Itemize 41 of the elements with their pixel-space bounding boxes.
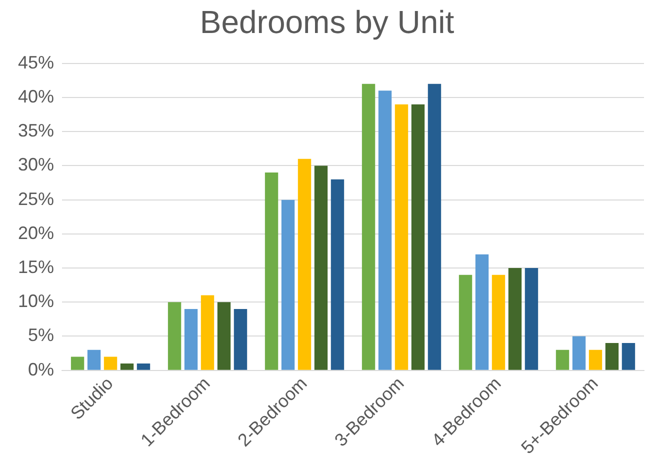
y-tick-label: 0%: [28, 359, 54, 380]
y-tick-label: 20%: [18, 222, 54, 243]
bar: [428, 84, 442, 370]
bar: [314, 166, 328, 370]
y-tick-label: 40%: [18, 86, 54, 106]
bar: [605, 343, 619, 370]
bar: [330, 179, 344, 370]
bar: [622, 343, 636, 370]
bar: [588, 350, 602, 370]
bar: [281, 200, 295, 370]
bar: [508, 268, 522, 370]
bar: [492, 274, 506, 370]
y-tick-label: 10%: [18, 291, 54, 312]
bar: [184, 308, 198, 370]
bar: [168, 302, 182, 370]
y-tick-label: 45%: [18, 52, 54, 72]
y-tick-label: 5%: [28, 325, 54, 346]
bar: [394, 104, 408, 370]
bar: [70, 356, 84, 370]
bar: [136, 364, 150, 370]
bar: [120, 364, 134, 370]
chart-title: Bedrooms by Unit: [200, 4, 454, 40]
bar: [298, 158, 312, 370]
bar: [458, 274, 472, 370]
bar: [200, 295, 214, 370]
y-tick-label: 30%: [18, 154, 54, 175]
bar: [556, 350, 570, 370]
bar: [378, 90, 392, 370]
bar: [217, 302, 231, 370]
bar: [264, 172, 278, 370]
bar: [362, 84, 376, 370]
bar: [234, 308, 248, 370]
bar: [524, 268, 538, 370]
bar: [475, 254, 489, 370]
y-tick-label: 35%: [18, 120, 54, 141]
bar: [411, 104, 425, 370]
y-tick-label: 15%: [18, 256, 54, 277]
bar: [87, 350, 101, 370]
y-tick-label: 25%: [18, 188, 54, 209]
bar: [572, 336, 586, 370]
bar: [104, 356, 118, 370]
